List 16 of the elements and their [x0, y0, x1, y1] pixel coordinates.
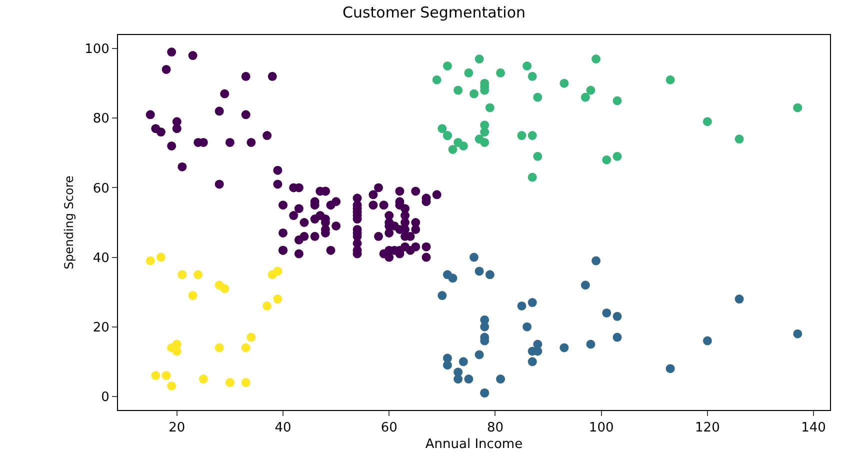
y-tick-label: 40	[92, 250, 110, 266]
x-axis-title: Annual Income	[425, 437, 523, 452]
x-tick-label: 120	[695, 420, 720, 436]
y-tick-label: 60	[92, 181, 110, 196]
x-tick-label: 40	[274, 420, 292, 436]
y-tick-label: 20	[92, 320, 110, 336]
x-tick-label: 140	[801, 420, 826, 436]
x-tick-label: 60	[380, 420, 398, 436]
y-tick-label: 0	[101, 390, 110, 405]
x-tick-label: 100	[588, 420, 614, 436]
y-tick-label: 80	[92, 112, 110, 127]
x-tick-label: 80	[486, 420, 504, 436]
x-tick-label: 20	[168, 420, 186, 436]
y-tick-label: 100	[84, 42, 110, 58]
y-axis-title: Spending Score	[62, 176, 76, 270]
chart-title: Customer Segmentation	[342, 4, 526, 22]
